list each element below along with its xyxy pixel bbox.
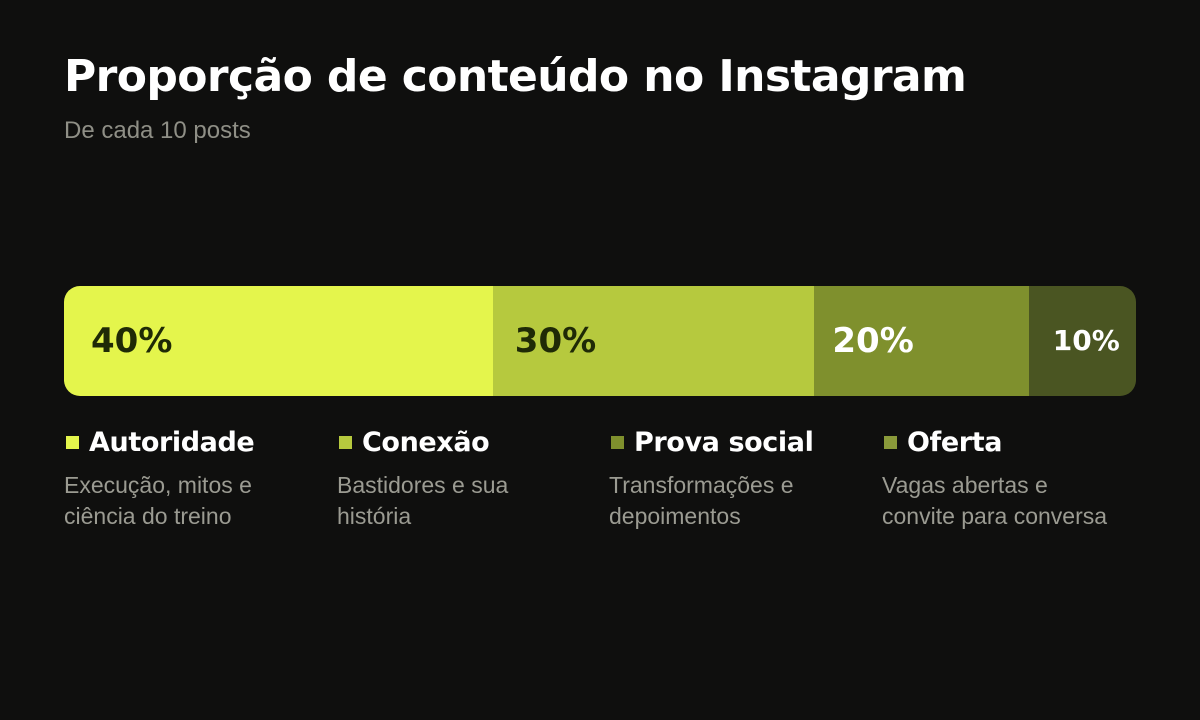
legend-swatch <box>884 435 897 449</box>
bar-value-label: 30% <box>514 321 597 361</box>
legend-label: Prova social <box>634 426 814 458</box>
legend-item-autoridade: Autoridade Execução, mitos e ciência do t… <box>64 420 326 532</box>
legend-description: Execução, mitos e ciência do treino <box>64 472 252 529</box>
chart-subtitle: De cada 10 posts <box>64 117 251 144</box>
bar-value-label: 10% <box>1052 324 1120 357</box>
legend-label: Conexão <box>362 426 490 458</box>
legend-swatch <box>339 435 352 449</box>
legend-label: Autoridade <box>89 426 255 458</box>
legend-item-prova-social: Prova social Transformações e depoimentos <box>609 420 871 532</box>
legend-description: Vagas abertas e convite para conversa <box>882 472 1108 529</box>
chart-title: Proporção de conteúdo no Instagram <box>64 51 967 102</box>
stacked-bar: 40% 30% 20% 10% <box>64 286 1136 396</box>
legend-swatch <box>611 435 624 449</box>
bar-value-label: 40% <box>91 321 173 361</box>
bar-segment-prova-social: 20% <box>814 286 1029 396</box>
legend-item-oferta: Oferta Vagas abertas e convite para conve… <box>882 420 1144 532</box>
bar-segment-autoridade: 40% <box>64 286 493 396</box>
bar-value-label: 20% <box>832 321 914 361</box>
legend-description: Transformações e depoimentos <box>609 472 794 529</box>
legend-swatch <box>66 435 79 449</box>
legend-item-conexao: Conexão Bastidores e sua história <box>337 420 599 532</box>
bar-segment-conexao: 30% <box>492 286 815 396</box>
legend-label: Oferta <box>907 426 1003 458</box>
legend-description: Bastidores e sua história <box>337 472 509 529</box>
bar-segment-oferta: 10% <box>1028 286 1136 396</box>
